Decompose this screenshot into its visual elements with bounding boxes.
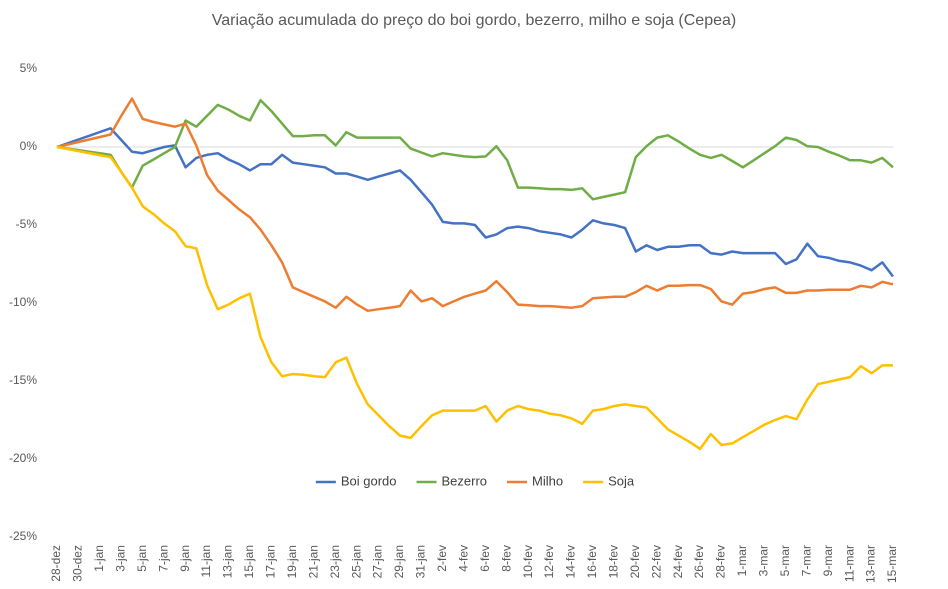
x-tick-label: 3-mar bbox=[757, 545, 771, 576]
x-tick-label: 13-jan bbox=[221, 545, 235, 578]
x-tick-label: 20-fev bbox=[628, 545, 642, 578]
x-tick-label: 16-fev bbox=[585, 545, 599, 578]
x-tick-label: 6-fev bbox=[478, 545, 492, 572]
y-tick-label: -25% bbox=[9, 529, 37, 543]
series-line bbox=[56, 98, 894, 201]
y-tick-label: -5% bbox=[16, 217, 38, 231]
x-tick-label: 21-jan bbox=[306, 545, 320, 578]
x-tick-label: 28-dez bbox=[49, 545, 63, 582]
legend-label: Bezerro bbox=[442, 473, 488, 488]
x-tick-label: 4-fev bbox=[456, 545, 470, 572]
x-tick-label: 26-fev bbox=[692, 545, 706, 578]
y-tick-label: 5% bbox=[20, 61, 38, 75]
x-tick-label: 15-jan bbox=[242, 545, 256, 578]
x-tick-label: 1-jan bbox=[92, 545, 106, 572]
x-tick-label: 12-fev bbox=[542, 545, 556, 578]
x-tick-label: 29-jan bbox=[392, 545, 406, 578]
x-tick-label: 24-fev bbox=[671, 545, 685, 578]
x-tick-label: 18-fev bbox=[607, 545, 621, 578]
x-tick-label: 9-jan bbox=[178, 545, 192, 572]
x-tick-label: 19-jan bbox=[285, 545, 299, 578]
x-tick-label: 30-dez bbox=[71, 545, 85, 582]
y-tick-label: -15% bbox=[9, 373, 37, 387]
x-tick-label: 15-mar bbox=[885, 545, 899, 583]
y-tick-label: -10% bbox=[9, 295, 37, 309]
series-line bbox=[56, 127, 894, 278]
x-tick-label: 8-fev bbox=[499, 545, 513, 572]
legend-label: Milho bbox=[532, 473, 563, 488]
x-tick-label: 27-jan bbox=[371, 545, 385, 578]
x-tick-label: 14-fev bbox=[564, 545, 578, 578]
series-line bbox=[56, 97, 894, 313]
y-tick-label: 0% bbox=[20, 139, 38, 153]
x-tick-label: 9-mar bbox=[821, 545, 835, 576]
series-line bbox=[56, 145, 893, 451]
x-tick-label: 17-jan bbox=[264, 545, 278, 578]
legend-label: Soja bbox=[608, 473, 635, 488]
y-tick-label: -20% bbox=[9, 451, 37, 465]
x-tick-label: 11-mar bbox=[842, 545, 856, 582]
x-tick-label: 11-jan bbox=[199, 545, 213, 577]
x-tick-label: 10-fev bbox=[521, 545, 535, 578]
x-tick-label: 7-jan bbox=[156, 545, 170, 572]
x-tick-label: 28-fev bbox=[714, 545, 728, 578]
x-tick-label: 25-jan bbox=[349, 545, 363, 578]
legend-label: Boi gordo bbox=[341, 473, 397, 488]
x-tick-label: 5-jan bbox=[135, 545, 149, 572]
x-tick-label: 3-jan bbox=[113, 545, 127, 572]
chart-title: Variação acumulada do preço do boi gordo… bbox=[212, 12, 736, 29]
x-tick-label: 22-fev bbox=[649, 545, 663, 578]
x-tick-label: 13-mar bbox=[864, 545, 878, 583]
x-tick-label: 1-mar bbox=[735, 545, 749, 576]
x-tick-label: 23-jan bbox=[328, 545, 342, 578]
x-tick-label: 7-mar bbox=[799, 545, 813, 576]
legend: Boi gordo Bezerro Milho Soja bbox=[315, 473, 635, 488]
x-tick-label: 31-jan bbox=[414, 545, 428, 578]
x-tick-label: 5-mar bbox=[778, 545, 792, 576]
x-tick-label: 2-fev bbox=[435, 545, 449, 572]
